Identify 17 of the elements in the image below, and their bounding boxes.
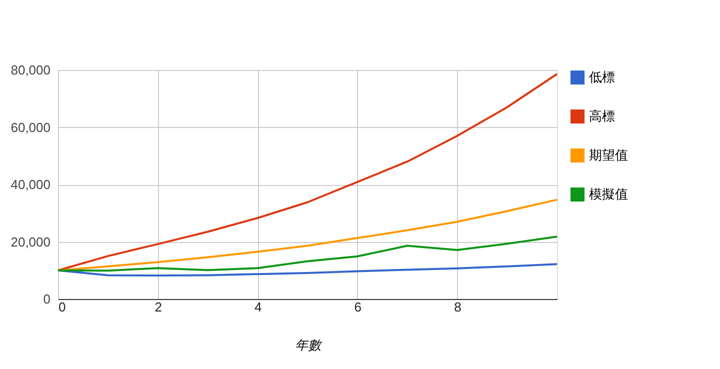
x-axis-title: 年數 [295, 338, 323, 352]
legend-label: 高標 [589, 108, 615, 124]
x-tick-label: 2 [154, 300, 162, 314]
legend-label: 模擬值 [589, 186, 628, 202]
y-tick-label: 20,000 [10, 234, 50, 250]
x-tick-label: 8 [454, 300, 462, 314]
line-series [57, 198, 558, 272]
line-series [57, 73, 558, 272]
y-tick-label: 60,000 [10, 120, 50, 135]
y-tick-label: 40,000 [10, 177, 50, 192]
x-tick-label: 6 [354, 300, 362, 314]
x-tick-label: 0 [58, 300, 66, 314]
line-series [57, 236, 558, 272]
x-tick-label: 4 [254, 300, 262, 314]
legend-label: 低標 [589, 70, 615, 84]
legend-label: 期望值 [589, 148, 628, 162]
y-tick-label: 80,000 [10, 62, 50, 78]
